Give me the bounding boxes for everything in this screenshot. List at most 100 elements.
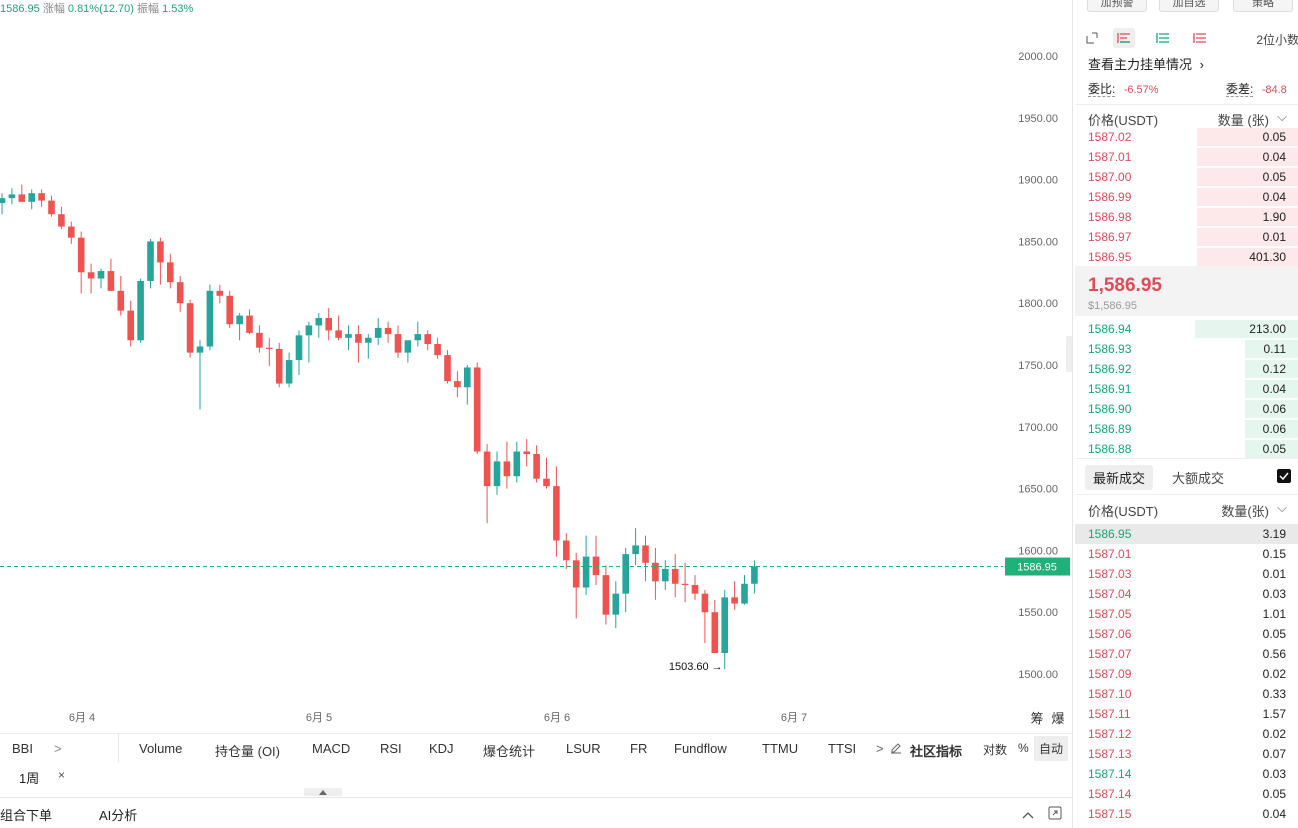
- candle-body: [473, 367, 481, 452]
- indicator-rsi[interactable]: RSI: [380, 741, 402, 756]
- indicator-volume[interactable]: Volume: [139, 741, 183, 756]
- tab-large-trades[interactable]: 大额成交: [1172, 471, 1225, 486]
- add-alert-button[interactable]: 加预警: [1087, 0, 1147, 12]
- candle-body: [117, 290, 125, 311]
- view-both-icon[interactable]: [1113, 28, 1135, 48]
- candle-body: [523, 451, 530, 454]
- indicator-fundflow[interactable]: Fundflow: [674, 741, 727, 756]
- trades-col-qty[interactable]: 数量(张): [1221, 504, 1269, 519]
- large-trades-checkbox[interactable]: [1277, 469, 1291, 483]
- candle-body: [28, 193, 35, 202]
- svg-text:1586.95: 1586.95: [1017, 562, 1057, 574]
- last-price: 1586.95: [0, 3, 40, 15]
- panel-collapse-handle[interactable]: [1066, 336, 1073, 372]
- tab-combo-order[interactable]: 组合下单: [0, 808, 53, 823]
- trade-price: 1587.11: [1088, 707, 1131, 721]
- y-tick-label: 1950.00: [1018, 113, 1058, 125]
- y-tick-label: 2000.00: [1018, 51, 1058, 63]
- timeframe-close-icon[interactable]: ×: [58, 768, 66, 782]
- candle-body: [701, 593, 709, 613]
- candle-body: [642, 545, 649, 563]
- indicator-bbi-more-icon[interactable]: >: [54, 741, 62, 756]
- divider: [1075, 494, 1298, 495]
- timeframe-1w[interactable]: 1周: [19, 771, 40, 786]
- trade-row: 1587.07 0.56: [1075, 644, 1298, 664]
- chevron-up-icon[interactable]: [1022, 807, 1034, 822]
- y-tick-label: 1500.00: [1018, 669, 1058, 681]
- auto-scale-toggle[interactable]: 自动: [1034, 736, 1069, 761]
- candle-body: [731, 597, 738, 604]
- indicator-kdj[interactable]: KDJ: [429, 741, 454, 756]
- side-letter-chip[interactable]: 筹: [1030, 711, 1043, 726]
- ask-row[interactable]: 1586.98 1.90: [1075, 207, 1298, 227]
- side-letter-liq[interactable]: 爆: [1051, 711, 1064, 726]
- row-price: 1586.88: [1088, 442, 1132, 456]
- chevron-down-icon[interactable]: ⌵: [1277, 109, 1287, 124]
- precision-select[interactable]: 2位小数: [1256, 33, 1298, 47]
- bid-row[interactable]: 1586.94 213.00: [1075, 319, 1298, 339]
- row-qty: 0.06: [1262, 422, 1286, 436]
- bid-row[interactable]: 1586.92 0.12: [1075, 359, 1298, 379]
- indicator-liquidation[interactable]: 爆仓统计: [483, 744, 536, 759]
- indicator-bbi[interactable]: BBI: [12, 741, 33, 756]
- last-price-tag: 1586.95: [1005, 557, 1070, 576]
- panel-resize-handle[interactable]: [304, 788, 342, 796]
- indicator-macd[interactable]: MACD: [312, 741, 351, 756]
- ask-row[interactable]: 1587.02 0.05: [1075, 127, 1298, 147]
- candle-body: [671, 568, 679, 584]
- indicator-oi[interactable]: 持仓量 (OI): [215, 744, 280, 759]
- min-price-label: 1503.60 →: [669, 661, 723, 673]
- bid-row[interactable]: 1586.89 0.06: [1075, 419, 1298, 439]
- candle-body: [662, 568, 669, 582]
- candle-body: [325, 318, 332, 331]
- trade-row: 1587.14 0.03: [1075, 764, 1298, 784]
- log-scale-toggle[interactable]: 对数: [983, 743, 1008, 757]
- ask-row[interactable]: 1586.95 401.30: [1075, 247, 1298, 267]
- candlestick-chart[interactable]: 2000.00 1950.00 1900.00 1850.00 1800.00 1750.…: [0, 0, 1072, 733]
- edit-icon[interactable]: [890, 742, 902, 757]
- row-price: 1587.00: [1088, 170, 1132, 184]
- row-qty: 0.04: [1262, 190, 1286, 204]
- bid-row[interactable]: 1586.91 0.04: [1075, 379, 1298, 399]
- col-qty[interactable]: 数量 (张): [1217, 113, 1269, 128]
- tab-ai-analysis[interactable]: AI分析: [99, 808, 138, 823]
- trade-row: 1587.15 0.04: [1075, 804, 1298, 824]
- expand-icon[interactable]: [1081, 28, 1103, 48]
- bid-row[interactable]: 1586.93 0.11: [1075, 339, 1298, 359]
- indicator-ttmu[interactable]: TTMU: [762, 741, 799, 756]
- view-main-orders-link[interactable]: 查看主力挂单情况 ›: [1088, 54, 1204, 73]
- add-favorite-button[interactable]: 加自选: [1159, 0, 1219, 12]
- chart-panel[interactable]: 1586.95 涨幅 0.81%(12.70) 振幅 1.53% 2000.00…: [0, 0, 1073, 828]
- tab-latest-trades[interactable]: 最新成交: [1085, 465, 1154, 490]
- trade-price: 1587.10: [1088, 687, 1132, 701]
- trade-price: 1587.12: [1088, 727, 1132, 741]
- ask-row[interactable]: 1586.97 0.01: [1075, 227, 1298, 247]
- ask-row[interactable]: 1587.01 0.04: [1075, 147, 1298, 167]
- indicator-lsur[interactable]: LSUR: [566, 741, 601, 756]
- x-tick-label: 6月 6: [544, 712, 570, 724]
- divider: [1075, 104, 1298, 105]
- strategy-button[interactable]: 策略: [1233, 0, 1293, 12]
- indicator-fr[interactable]: FR: [630, 741, 648, 756]
- chevron-down-icon[interactable]: ⌵: [1277, 500, 1287, 515]
- candle-body: [127, 310, 134, 341]
- bid-row[interactable]: 1586.90 0.06: [1075, 399, 1298, 419]
- order-ratio: 委比: -6.57%: [1088, 80, 1159, 97]
- ask-row[interactable]: 1586.99 0.04: [1075, 187, 1298, 207]
- indicator-more-icon[interactable]: >: [876, 741, 884, 756]
- percent-scale-toggle[interactable]: %: [1018, 741, 1029, 755]
- popout-icon[interactable]: [1048, 806, 1062, 823]
- view-asks-icon[interactable]: [1189, 28, 1211, 48]
- mid-price: 1,586.95: [1088, 275, 1162, 296]
- view-bids-icon[interactable]: [1152, 28, 1174, 48]
- community-indicators[interactable]: 社区指标: [910, 744, 963, 759]
- bid-row[interactable]: 1586.88 0.05: [1075, 439, 1298, 459]
- trade-row: 1587.12 0.02: [1075, 724, 1298, 744]
- candle-body: [315, 318, 323, 326]
- trades-col-price: 价格(USDT): [1088, 504, 1159, 519]
- candle-body: [553, 486, 560, 541]
- candle-body: [741, 583, 748, 604]
- candle-body: [374, 327, 382, 338]
- indicator-ttsi[interactable]: TTSI: [828, 741, 857, 756]
- ask-row[interactable]: 1587.00 0.05: [1075, 167, 1298, 187]
